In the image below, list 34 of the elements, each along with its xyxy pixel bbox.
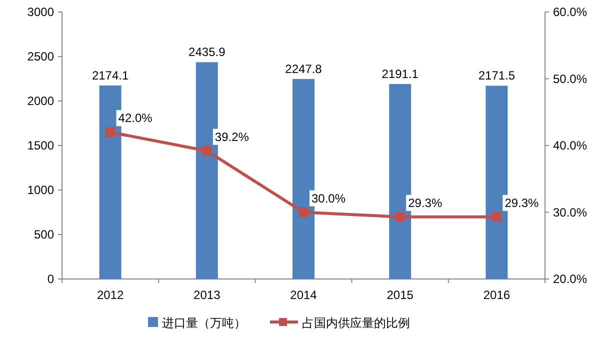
- x-tick-label: 2013: [194, 288, 221, 302]
- y2-tick-label: 50.0%: [553, 72, 588, 86]
- data-label: 29.3%: [504, 196, 540, 210]
- y2-tick-label: 60.0%: [553, 5, 588, 19]
- point: [202, 146, 212, 156]
- data-label: 2191.1: [382, 66, 419, 81]
- data-label: 2247.8: [285, 62, 322, 76]
- data-label: 30.0%: [312, 191, 346, 206]
- data-label: 2174.1: [92, 68, 129, 83]
- x-tick-label: 2012: [96, 288, 124, 302]
- x-tick-label: 2014: [290, 288, 318, 302]
- data-label: 2171.5: [478, 68, 516, 83]
- y-tick-label: 2500: [27, 50, 54, 64]
- x-tick-label: 2016: [483, 288, 510, 302]
- data-label: 42.0%: [118, 111, 153, 126]
- legend-label: 进口量（万吨）: [162, 316, 246, 330]
- point: [105, 127, 116, 138]
- point: [298, 207, 308, 218]
- point: [395, 212, 406, 222]
- y-tick-label: 1000: [27, 183, 54, 197]
- y-tick-label: 500: [34, 228, 54, 242]
- y-tick-label: 3000: [27, 5, 54, 19]
- y-tick-label: 0: [47, 272, 54, 286]
- data-label: 39.2%: [214, 130, 250, 144]
- data-label: 2435.9: [188, 45, 226, 60]
- x-tick-label: 2015: [386, 288, 414, 302]
- y2-tick-label: 20.0%: [553, 272, 588, 286]
- y2-tick-label: 40.0%: [553, 138, 588, 152]
- y-tick-label: 2000: [27, 94, 54, 108]
- y2-tick-label: 30.0%: [553, 205, 588, 220]
- legend-label: 占国内供应量的比例: [302, 316, 410, 330]
- data-label: 29.3%: [408, 196, 442, 210]
- point: [492, 212, 502, 222]
- y-tick-label: 1500: [27, 138, 54, 152]
